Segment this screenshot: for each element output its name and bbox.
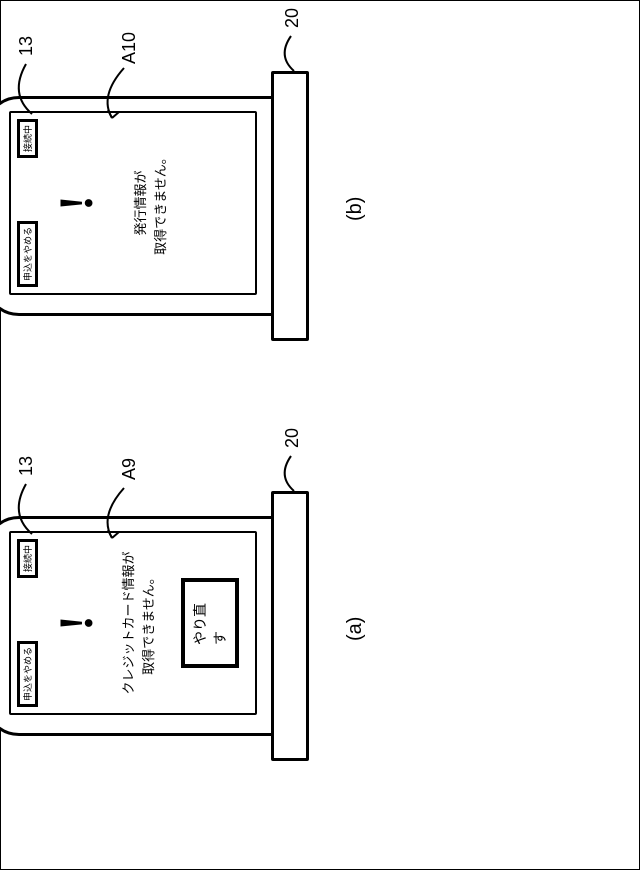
caption-b: (b) <box>344 197 367 221</box>
label-10-b: 10 <box>0 34 1 54</box>
label-20-a: 20 <box>282 428 303 448</box>
cancel-button-b[interactable]: 申込をやめる <box>17 221 38 287</box>
screen-a: 申込をやめる 接続中 ! クレジットカード情報が 取得できません。 やり直す <box>9 531 257 715</box>
kiosk-body-a: 申込をやめる 接続中 ! クレジットカード情報が 取得できません。 やり直す <box>0 516 274 736</box>
message-line-2-b: 取得できません。 <box>151 113 171 293</box>
top-button-row: 申込をやめる 接続中 <box>17 539 38 707</box>
status-button[interactable]: 接続中 <box>17 539 38 578</box>
label-10-a: 10 <box>0 454 1 474</box>
screen-b: 申込をやめる 接続中 ! 発行情報が 取得できません。 <box>9 111 257 295</box>
label-a9: A9 <box>119 458 140 480</box>
label-20-b: 20 <box>282 8 303 28</box>
label-13-b: 13 <box>16 36 37 56</box>
top-button-row-b: 申込をやめる 接続中 <box>17 119 38 287</box>
label-a10: A10 <box>119 32 140 64</box>
leader-13-a <box>14 474 44 534</box>
leader-a10 <box>104 56 144 126</box>
message-line-1: クレジットカード情報が <box>119 533 139 713</box>
exclamation-icon-b: ! <box>49 113 104 293</box>
kiosk-body-b: 申込をやめる 接続中 ! 発行情報が 取得できません。 <box>0 96 274 316</box>
caption-a: (a) <box>344 617 367 641</box>
status-button-b[interactable]: 接続中 <box>17 119 38 158</box>
leader-a9 <box>104 476 144 546</box>
leader-13-b <box>14 54 44 114</box>
figure-a: 申込をやめる 接続中 ! クレジットカード情報が 取得できません。 やり直す 1… <box>0 516 274 736</box>
message-line-1-b: 発行情報が <box>131 113 151 293</box>
figure-b: 申込をやめる 接続中 ! 発行情報が 取得できません。 10 13 A10 20… <box>0 96 274 316</box>
leader-20-a <box>279 441 309 491</box>
message-line-2: 取得できません。 <box>139 533 159 713</box>
leader-20-b <box>279 21 309 71</box>
kiosk-base-a <box>271 491 309 761</box>
kiosk-base-b <box>271 71 309 341</box>
retry-button[interactable]: やり直す <box>181 578 239 668</box>
label-13-a: 13 <box>16 456 37 476</box>
cancel-button[interactable]: 申込をやめる <box>17 641 38 707</box>
exclamation-icon: ! <box>49 533 104 713</box>
